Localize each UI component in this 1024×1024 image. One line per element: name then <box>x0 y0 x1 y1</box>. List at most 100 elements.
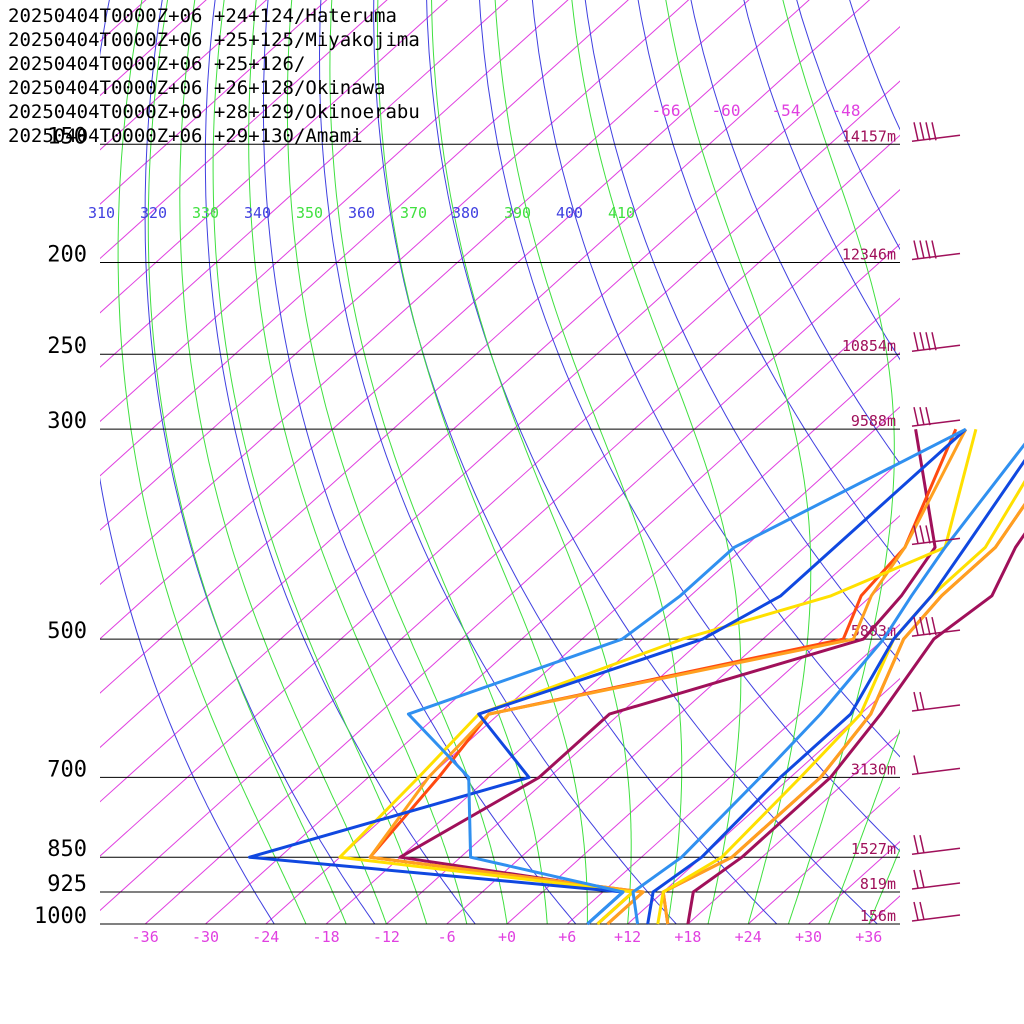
dry-adiabat-line <box>318 0 677 924</box>
moist-adiabat-lines <box>117 0 900 924</box>
theta-label: 330 <box>192 204 219 222</box>
height-label: 14157m <box>842 127 896 145</box>
height-label: 156m <box>860 907 896 925</box>
temperature-line-4 <box>646 458 1024 925</box>
isotherm-lines <box>100 0 900 924</box>
pressure-label: 500 <box>47 619 87 644</box>
theta-label: 410 <box>608 204 635 222</box>
pressure-label: 300 <box>47 409 87 434</box>
isotherm-line <box>100 0 388 260</box>
temperature-line-0 <box>686 532 1024 925</box>
x-tick-labels: -36 -30 -24 -18 -12 -6 +0 +6 +12 +18 +24 +30 +36 <box>132 928 883 946</box>
isotherm-line <box>100 0 509 368</box>
isotherm-line <box>100 0 690 531</box>
isotherm-line <box>100 26 900 749</box>
dry-adiabat-line <box>584 0 900 662</box>
isotherm-label: -66 <box>652 101 681 120</box>
height-label: 819m <box>860 875 896 893</box>
legend-item-hateruma: 20250404T0000Z+06 +24+124/Hateruma <box>8 5 397 27</box>
isotherm-label: -54 <box>772 101 801 120</box>
x-tick-label: -18 <box>313 928 340 946</box>
wind-barb <box>911 332 961 352</box>
x-tick-label: -24 <box>252 928 279 946</box>
dry-adiabat-line <box>426 0 878 924</box>
moist-adiabat-line <box>286 0 508 924</box>
theta-label: 350 <box>296 204 323 222</box>
wind-barb <box>911 122 961 143</box>
height-label: 9588m <box>851 412 896 430</box>
x-tick-label: -6 <box>438 928 456 946</box>
dry-adiabat-line <box>985 0 1024 924</box>
moist-adiabat-line <box>665 0 812 924</box>
isotherm-line <box>100 0 750 586</box>
x-tick-label: +24 <box>735 928 762 946</box>
x-tick-label: +6 <box>558 928 576 946</box>
x-tick-label: -30 <box>192 928 219 946</box>
theta-label: 370 <box>400 204 427 222</box>
dry-adiabat-line <box>849 0 900 131</box>
wind-barb <box>911 616 961 637</box>
isotherm-line <box>100 80 900 803</box>
pressure-label: 925 <box>47 872 87 897</box>
isotherm-line <box>265 351 900 924</box>
isotherm-labels: -66 -60 -54 -48 <box>652 101 861 120</box>
wind-barbs <box>911 122 961 922</box>
moist-adiabat-line <box>329 0 548 924</box>
pressure-labels: 1001502002503005007008509251000 <box>34 124 87 929</box>
dry-adiabat-line <box>796 0 900 251</box>
isotherm-label: -48 <box>832 101 861 120</box>
dry-adiabat-line <box>637 0 900 565</box>
theta-label: 360 <box>348 204 375 222</box>
moist-adiabat-line <box>431 0 632 924</box>
pressure-label: 700 <box>47 757 87 782</box>
dry-adiabat-line <box>690 0 900 465</box>
isotherm-line <box>386 460 900 924</box>
legend-item-miyakojima: 20250404T0000Z+06 +25+125/Miyakojima <box>8 29 420 51</box>
legend: 20250404T0000Z+06 +24+124/Hateruma 20250… <box>8 4 420 148</box>
isotherm-line <box>205 297 900 924</box>
temperature-line-5 <box>631 442 1024 925</box>
height-label: 12346m <box>842 246 896 264</box>
legend-item-26: 20250404T0000Z+06 +25+126/ <box>8 53 306 75</box>
isotherm-line <box>100 0 810 640</box>
dewpoint-line-5 <box>406 427 967 926</box>
x-tick-label: -12 <box>373 928 400 946</box>
wind-barb <box>911 835 961 855</box>
moist-adiabat-line <box>868 847 900 924</box>
pressure-label: 850 <box>47 837 87 862</box>
moist-adiabat-line <box>248 0 468 924</box>
isotherm-line <box>808 840 900 924</box>
dry-adiabat-line <box>100 0 275 924</box>
wind-barb <box>911 240 961 261</box>
isotherm-line <box>325 406 900 924</box>
dewpoint-line-4 <box>248 428 967 926</box>
moist-adiabat-line <box>179 0 387 924</box>
pressure-label: 200 <box>47 243 87 268</box>
theta-labels: 310 320 330 340 350 360 370 380 390 400 410 <box>88 204 635 222</box>
isotherm-line <box>100 134 900 857</box>
isotherm-line <box>100 0 448 314</box>
x-tick-label: +18 <box>674 928 701 946</box>
x-tick-label: +30 <box>795 928 822 946</box>
isotherm-line <box>144 243 900 924</box>
theta-label: 390 <box>504 204 531 222</box>
isotherm-line <box>100 0 871 694</box>
temperature-line-3 <box>656 480 1024 925</box>
wind-barb <box>911 755 961 776</box>
height-label: 3130m <box>851 760 896 778</box>
isotherm-label: -60 <box>712 101 741 120</box>
isotherm-line <box>566 623 900 924</box>
pressure-label: 1000 <box>34 904 87 929</box>
moist-adiabat-line <box>117 0 307 924</box>
dry-adiabat-line <box>204 0 476 924</box>
theta-label: 310 <box>88 204 115 222</box>
isotherm-line <box>100 0 268 151</box>
moist-adiabat-line <box>828 728 900 924</box>
isotherm-line <box>100 0 629 477</box>
height-labels: 16522m14157m12346m10854m9588m5803m3130m1… <box>842 127 896 925</box>
isotherm-line <box>506 569 900 924</box>
temperature-line-2 <box>661 503 1024 925</box>
x-tick-label: -36 <box>132 928 159 946</box>
theta-label: 320 <box>140 204 167 222</box>
